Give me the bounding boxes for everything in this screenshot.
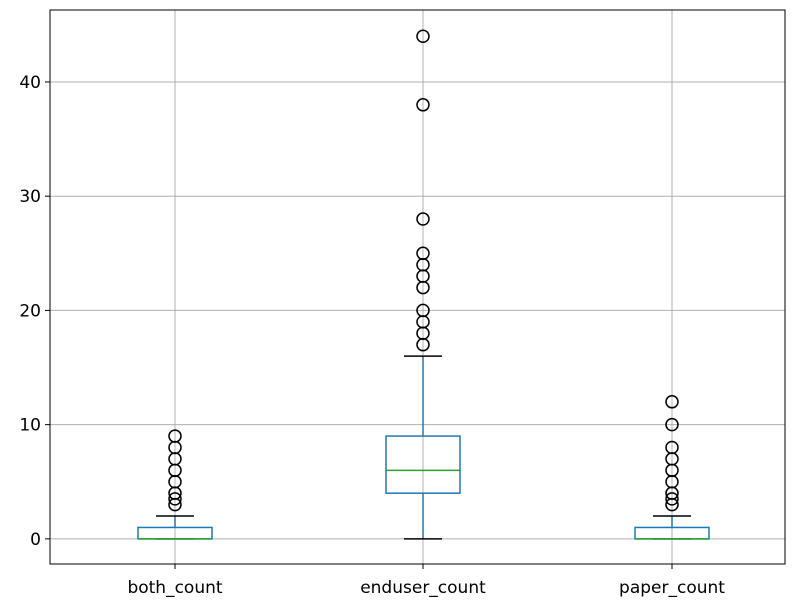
x-tick-label-both-count: both_count	[127, 578, 222, 598]
y-tick-label: 20	[19, 301, 41, 321]
outlier-point	[168, 492, 182, 506]
y-tick-label: 40	[19, 73, 41, 93]
box-enduser-count	[385, 355, 461, 540]
outlier-point	[665, 395, 679, 409]
outlier-point	[416, 303, 430, 318]
outlier-point	[665, 417, 679, 432]
x-axis-ticks: both_count enduser_count paper_count	[127, 564, 725, 598]
outlier-point	[665, 492, 679, 506]
y-tick-label: 30	[19, 187, 41, 207]
plot-frame	[49, 9, 786, 565]
box-both-count	[137, 515, 213, 540]
box-paper-count	[634, 515, 710, 540]
y-tick-label: 0	[30, 530, 41, 550]
outlier-point	[416, 98, 430, 112]
outlier-points	[168, 29, 679, 512]
outlier-point	[416, 246, 430, 261]
outlier-point	[168, 429, 182, 443]
y-axis-ticks: 0 10 20 30 40	[19, 73, 50, 550]
outlier-point	[416, 29, 430, 44]
outlier-point	[665, 440, 679, 455]
y-tick-label: 10	[19, 416, 41, 436]
iqr-box	[385, 435, 461, 494]
x-tick-label-enduser-count: enduser_count	[360, 578, 486, 598]
x-tick-label-paper-count: paper_count	[619, 578, 725, 598]
boxes	[137, 355, 710, 540]
outlier-point	[416, 212, 430, 226]
